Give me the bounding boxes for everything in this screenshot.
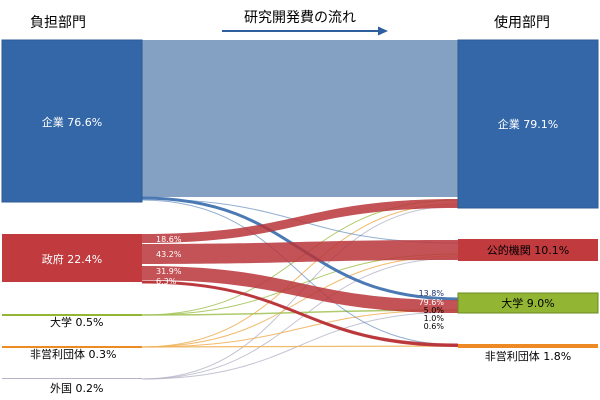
source-label-gov: 政府 22.4% (42, 252, 102, 266)
gov-flow-share-label: 18.6% (156, 235, 182, 244)
flow-gov-to-univ (142, 266, 458, 313)
flow-corp-to-corp (142, 40, 458, 197)
gov-flow-share-label: 6.3% (156, 277, 177, 286)
univ-inflow-share-label: 0.6% (424, 322, 445, 331)
target-label-public: 公的機関 10.1% (487, 243, 569, 257)
source-label-npo: 非営利団体 0.3% (30, 347, 116, 361)
use-header: 使用部門 (494, 14, 550, 31)
target-node-public (458, 239, 598, 261)
source-node-foreign (2, 378, 142, 379)
source-label-univ: 大学 0.5% (50, 315, 103, 329)
flow-foreign-to-univ (141, 311, 459, 380)
flow-foreign-to-public (141, 257, 459, 380)
flow-gov-to-npo-line (141, 280, 459, 347)
gov-flow-share-label: 43.2% (156, 250, 182, 259)
target-node-univ (457, 292, 599, 314)
source-header: 負担部門 (30, 15, 86, 31)
source-node-gov (2, 234, 142, 282)
flow-npo-to-corp (141, 203, 459, 348)
target-label-npo: 非営利団体 1.8% (485, 349, 571, 363)
univ-inflow-share-label: 5.0% (424, 306, 445, 315)
flow-gov-to-corp (142, 199, 458, 243)
univ-inflow-share-label: 13.8% (419, 289, 445, 298)
flow-npo-to-npo (141, 345, 459, 348)
flow-header: 研究開発費の流れ (244, 10, 356, 26)
gov-flow-share-label: 31.9% (156, 267, 182, 276)
labels-layer: 企業 76.6% 政府 22.4% 大学 0.5% 非営利団体 0.3% 外国 0.2%… (30, 115, 571, 395)
univ-inflow-share-label: 1.0% (424, 314, 445, 323)
source-node-corp (1, 39, 143, 203)
flow-gov-to-public (142, 240, 458, 264)
flow-npo-to-public (141, 255, 459, 348)
flow-arrow-head (378, 26, 388, 36)
target-label-corp: 企業 79.1% (498, 117, 558, 131)
source-node-univ (2, 314, 142, 316)
target-label-univ: 大学 9.0% (501, 296, 554, 310)
source-label-foreign: 外国 0.2% (50, 382, 103, 395)
source-node-npo (2, 346, 142, 348)
target-node-corp (457, 39, 599, 209)
source-label-corp: 企業 76.6% (42, 115, 102, 129)
flow-corp-to-npo (141, 199, 459, 346)
flow-direction-arrow (222, 26, 388, 36)
flows-layer (141, 40, 459, 380)
target-node-npo (458, 344, 598, 348)
nodes-layer (1, 39, 599, 379)
flow-npo-to-univ (141, 309, 459, 348)
univ-inflow-share-label: 79.6% (419, 298, 445, 307)
